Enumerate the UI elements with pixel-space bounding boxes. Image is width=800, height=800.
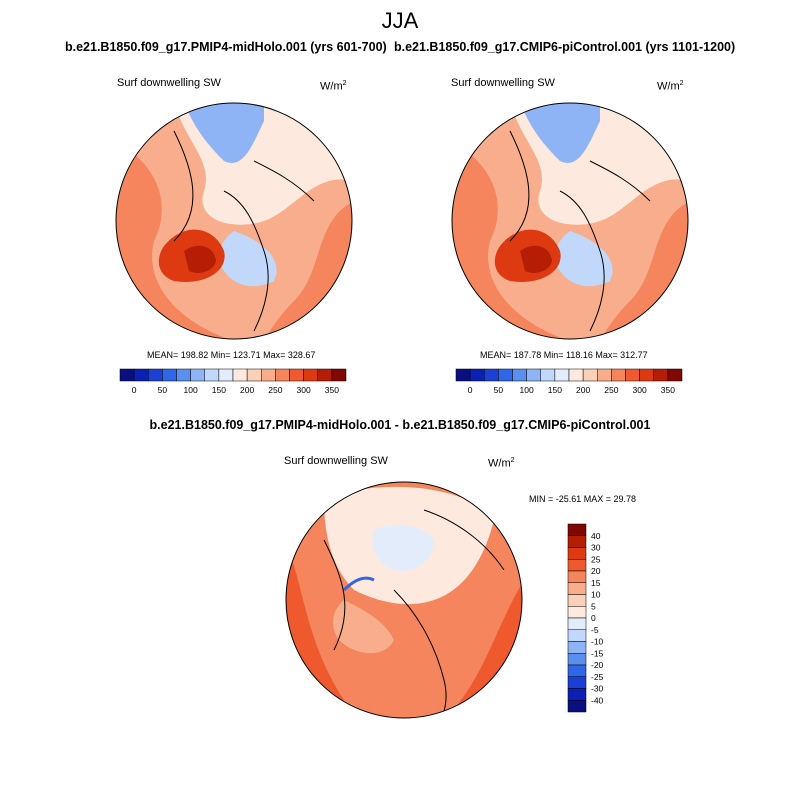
panel-left-map xyxy=(115,102,353,340)
panel-left-colorbar-swatch xyxy=(303,368,318,382)
difference-run-title: b.e21.B1850.f09_g17.PMIP4-midHolo.001 - … xyxy=(149,418,651,432)
panel-right-colorbar-swatch xyxy=(469,368,485,382)
panel-left-colorbar-swatch xyxy=(119,368,135,382)
panel-left-variable-label: Surf downwelling SW xyxy=(117,77,221,89)
panel-right-colorbar-tick-label: 50 xyxy=(494,385,504,395)
panel-right-colorbar-tick-label: 150 xyxy=(548,385,562,395)
difference-colorbar-swatch xyxy=(567,641,587,654)
panel-right-colorbar-swatch xyxy=(653,368,669,382)
difference-units-label: W/m2 xyxy=(488,457,515,470)
panel-left-colorbar-swatch xyxy=(317,368,333,382)
difference-stats: MIN = -25.61 MAX = 29.78 xyxy=(529,494,637,504)
difference-colorbar-swatch xyxy=(567,535,587,548)
panel-left-stats: MEAN= 198.82 Min= 123.71 Max= 328.67 xyxy=(147,350,316,360)
difference-colorbar-tick-label: 5 xyxy=(591,601,596,611)
difference-colorbar-swatch xyxy=(567,629,587,642)
panel-right-colorbar-swatch xyxy=(484,368,499,382)
difference-colorbar-swatch xyxy=(567,559,587,572)
difference-colorbar-swatch xyxy=(567,664,587,677)
panel-left-colorbar: 0 50 100 150 200 250 300 350 xyxy=(119,368,347,395)
panel-left-colorbar-swatch xyxy=(204,368,220,382)
difference-colorbar-tick-label: -5 xyxy=(591,625,599,635)
difference-colorbar-swatch xyxy=(567,653,587,666)
panel-right-colorbar-swatch xyxy=(639,368,654,382)
panel-right-colorbar-swatch xyxy=(667,368,683,382)
panel-right-colorbar-tick-label: 200 xyxy=(576,385,590,395)
panel-right-variable-label: Surf downwelling SW xyxy=(451,77,555,89)
panel-right-map xyxy=(451,102,689,340)
panel-right-stats: MEAN= 187.78 Min= 118.16 Max= 312.77 xyxy=(480,350,648,360)
difference-colorbar-tick-label: 0 xyxy=(591,613,596,623)
panel-left-colorbar-swatch xyxy=(331,368,347,382)
panel-right-colorbar-tick-label: 250 xyxy=(604,385,618,395)
panel-left-colorbar-swatch xyxy=(261,368,276,382)
difference-colorbar-swatch xyxy=(567,523,587,536)
panel-right-colorbar-swatch xyxy=(611,368,626,382)
difference-colorbar-swatch xyxy=(567,570,587,583)
panel-right-colorbar-swatch xyxy=(512,368,527,382)
difference-colorbar-swatch xyxy=(567,676,587,689)
panel-right-run-title: b.e21.B1850.f09_g17.CMIP6-piControl.001 … xyxy=(392,40,736,54)
panel-left-colorbar-swatch xyxy=(232,368,248,382)
difference-colorbar-tick-label: -20 xyxy=(591,660,604,670)
panel-left-colorbar-tick-label: 50 xyxy=(158,385,168,395)
panel-right-colorbar-tick-label: 0 xyxy=(468,385,473,395)
panel-right-colorbar-swatch xyxy=(554,368,570,382)
difference-colorbar-tick-label: -25 xyxy=(591,672,604,682)
difference-colorbar-swatch xyxy=(567,617,587,630)
difference-colorbar-tick-label: 40 xyxy=(591,531,601,541)
panel-left-colorbar-swatch xyxy=(133,368,149,382)
panel-left-colorbar-tick-label: 150 xyxy=(212,385,226,395)
panel-left-colorbar-tick-label: 0 xyxy=(132,385,137,395)
difference-colorbar-swatch xyxy=(567,700,587,713)
difference-colorbar-swatch xyxy=(567,606,587,619)
difference-colorbar-swatch xyxy=(567,594,587,607)
difference-colorbar-tick-label: -15 xyxy=(591,648,604,658)
panel-left-colorbar-swatch xyxy=(148,368,163,382)
difference-colorbar-tick-label: -30 xyxy=(591,684,604,694)
figure-title: JJA xyxy=(381,8,419,33)
panel-right-colorbar-tick-label: 350 xyxy=(661,385,675,395)
difference-colorbar-swatch xyxy=(567,582,587,595)
panel-left-colorbar-tick-label: 350 xyxy=(325,385,339,395)
panel-left-colorbar-tick-label: 300 xyxy=(297,385,311,395)
panel-left-colorbar-swatch xyxy=(218,368,234,382)
panel-right-colorbar: 0 50 100 150 200 250 300 350 xyxy=(455,368,683,395)
panel-left-colorbar-swatch xyxy=(246,368,262,382)
panel-right-colorbar-swatch xyxy=(455,368,471,382)
panel-left-colorbar-swatch xyxy=(275,368,290,382)
panel-right-colorbar-tick-label: 100 xyxy=(520,385,534,395)
difference-colorbar-tick-label: 30 xyxy=(591,543,601,553)
difference-colorbar-tick-label: 10 xyxy=(591,590,601,600)
panel-right-units-label: W/m2 xyxy=(657,80,684,93)
difference-colorbar-swatch xyxy=(567,547,587,560)
panel-left-colorbar-swatch xyxy=(176,368,191,382)
difference-variable-label: Surf downwelling SW xyxy=(284,455,388,467)
panel-right-colorbar-tick-label: 300 xyxy=(633,385,647,395)
difference-colorbar-tick-label: -10 xyxy=(591,637,604,647)
difference-colorbar-swatch xyxy=(567,688,587,701)
panel-right-colorbar-swatch xyxy=(625,368,640,382)
difference-colorbar-tick-label: 25 xyxy=(591,554,601,564)
panel-left-colorbar-tick-label: 200 xyxy=(240,385,254,395)
panel-left-colorbar-tick-label: 100 xyxy=(184,385,198,395)
difference-colorbar-tick-label: 20 xyxy=(591,566,601,576)
panel-left-run-title: b.e21.B1850.f09_g17.PMIP4-midHolo.001 (y… xyxy=(65,40,387,54)
panel-left-colorbar-swatch xyxy=(289,368,304,382)
panel-left-colorbar-swatch xyxy=(190,368,205,382)
difference-map xyxy=(285,481,523,719)
panel-left-colorbar-swatch xyxy=(162,368,177,382)
panel-right-colorbar-swatch xyxy=(498,368,513,382)
panel-left-colorbar-tick-label: 250 xyxy=(268,385,282,395)
panel-right-colorbar-swatch xyxy=(568,368,584,382)
difference-colorbar-tick-label: 15 xyxy=(591,578,601,588)
difference-colorbar-tick-label: -40 xyxy=(591,695,604,705)
panel-left-units-label: W/m2 xyxy=(320,80,347,93)
panel-right-colorbar-swatch xyxy=(597,368,612,382)
panel-right-colorbar-swatch xyxy=(582,368,598,382)
panel-right-colorbar-swatch xyxy=(526,368,541,382)
panel-right-colorbar-swatch xyxy=(540,368,556,382)
